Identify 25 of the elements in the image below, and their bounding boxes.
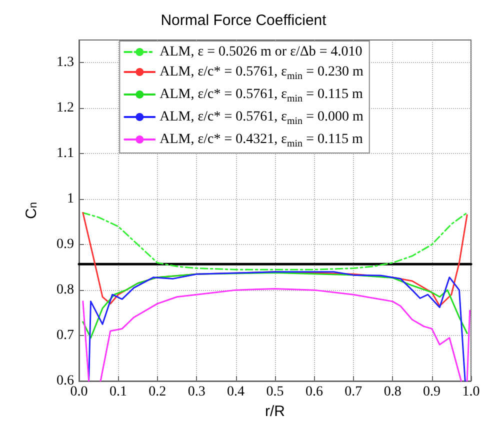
y-tick-label: 1.1	[56, 146, 74, 162]
y-axis-title: Cn	[23, 202, 40, 219]
chart-title: Normal Force Coefficient	[160, 12, 328, 29]
x-tick-label: 0.0	[70, 384, 88, 400]
y-tick-label: 1.2	[56, 100, 74, 116]
legend-label: ALM, ε = 0.5026 m or ε/Δb = 4.010	[160, 44, 362, 60]
y-tick-label: 0.8	[56, 282, 74, 298]
x-tick-label: 0.8	[384, 384, 402, 400]
x-tick-label: 0.3	[188, 384, 206, 400]
line-series	[88, 271, 466, 382]
line-series	[82, 212, 468, 270]
x-tick-label: 0.7	[344, 384, 362, 400]
y-tick-label: 1.3	[56, 55, 74, 70]
x-tick-label: 0.1	[109, 384, 127, 400]
x-tick-label: 0.9	[423, 384, 441, 400]
line-series	[82, 272, 468, 339]
x-tick-label: 0.4	[227, 384, 245, 400]
x-tick-label: 0.2	[148, 384, 166, 400]
x-tick-label: 1.0	[462, 384, 480, 400]
x-axis-title: r/R	[265, 402, 286, 420]
y-tick-label: 0.7	[56, 328, 74, 344]
x-tick-label: 0.6	[305, 384, 323, 400]
y-tick-label: 1	[67, 192, 74, 207]
x-tick-label: 0.5	[266, 384, 284, 400]
y-tick-label: 0.9	[56, 237, 74, 252]
